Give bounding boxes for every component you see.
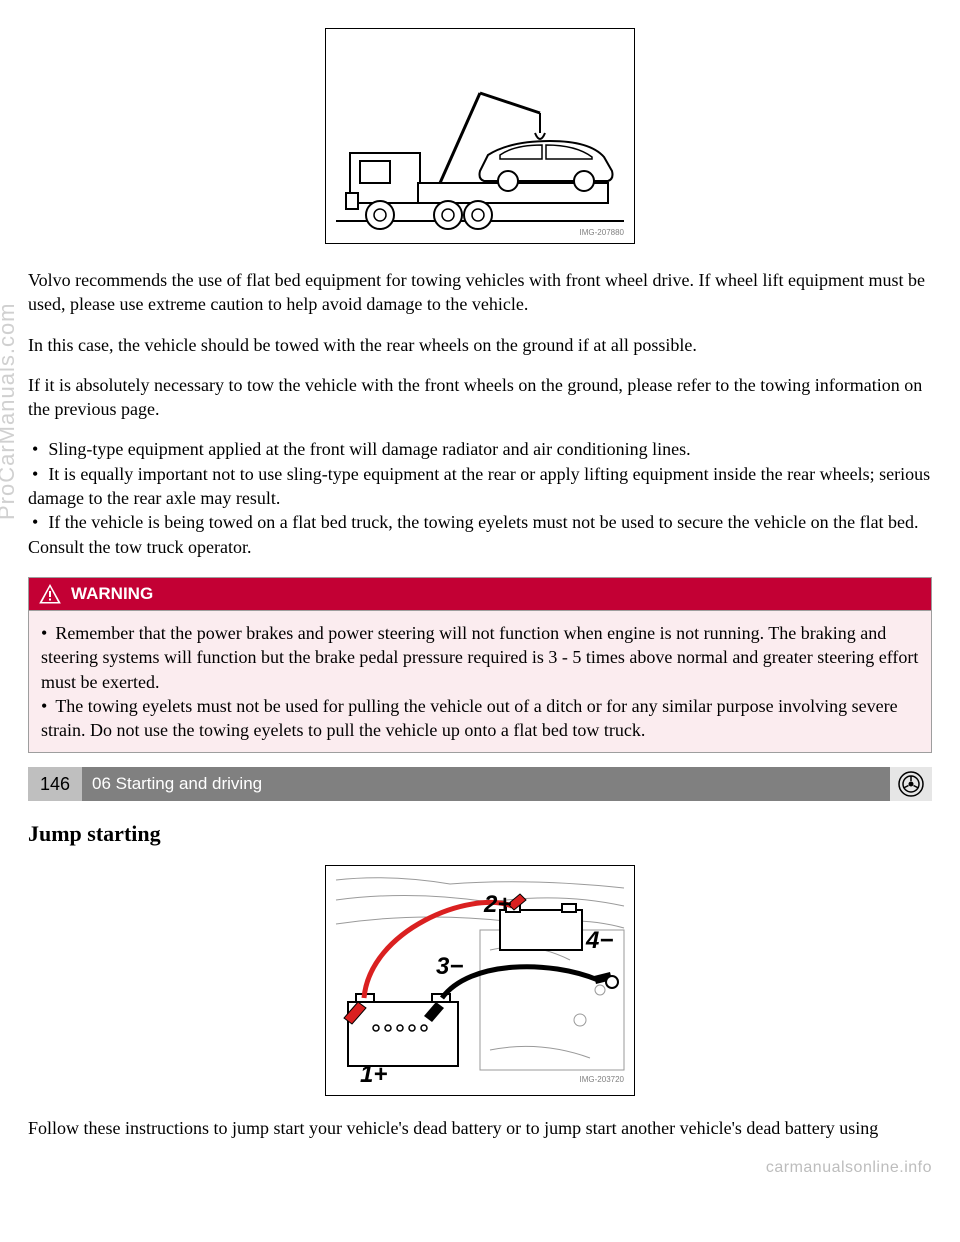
towing-illustration: IMG-207880 [330, 33, 630, 239]
footer-source: carmanualsonline.info [766, 1159, 932, 1177]
warning-header: WARNING [29, 578, 931, 611]
figure-jumpstart: 1+ 2+ 3− 4− IMG-203720 [28, 865, 932, 1096]
figure-jumpstart-frame: 1+ 2+ 3− 4− IMG-203720 [325, 865, 635, 1096]
page-number: 146 [28, 767, 82, 801]
warning-item-2: The towing eyelets must not be used for … [41, 694, 919, 743]
figure-towing-frame: IMG-207880 [325, 28, 635, 244]
label-3minus: 3− [436, 953, 463, 980]
steering-wheel-icon [898, 771, 924, 797]
bullet-list: Sling-type equipment applied at the fron… [28, 437, 932, 558]
warning-icon [39, 584, 61, 604]
warning-body: Remember that the power brakes and power… [29, 611, 931, 752]
label-1plus: 1+ [360, 1061, 387, 1086]
paragraph-1: Volvo recommends the use of flat bed equ… [28, 268, 932, 317]
subheading-jump-starting: Jump starting [28, 821, 932, 847]
section-title: 06 Starting and driving [82, 767, 890, 801]
jumpstart-illustration: 1+ 2+ 3− 4− IMG-203720 [330, 870, 630, 1086]
paragraph-2: In this case, the vehicle should be towe… [28, 333, 932, 357]
manual-page: IMG-207880 Volvo recommends the use of f… [0, 0, 960, 1185]
warning-box: WARNING Remember that the power brakes a… [28, 577, 932, 753]
figure-caption: IMG-207880 [580, 228, 625, 237]
paragraph-3: If it is absolutely necessary to tow the… [28, 373, 932, 422]
warning-item-1: Remember that the power brakes and power… [41, 621, 919, 694]
figure2-caption: IMG-203720 [580, 1075, 625, 1084]
bullet-3: If the vehicle is being towed on a flat … [28, 510, 932, 559]
trailing-paragraph: Follow these instructions to jump start … [28, 1116, 932, 1140]
label-4minus: 4− [585, 927, 613, 954]
watermark: ProCarManuals.com [0, 302, 20, 520]
section-icon-cell [890, 767, 932, 801]
bullet-1: Sling-type equipment applied at the fron… [28, 437, 932, 461]
warning-label: WARNING [71, 584, 153, 604]
figure-towing: IMG-207880 [28, 28, 932, 244]
label-2plus: 2+ [483, 891, 511, 918]
section-bar: 146 06 Starting and driving [28, 767, 932, 801]
bullet-2: It is equally important not to use sling… [28, 462, 932, 511]
